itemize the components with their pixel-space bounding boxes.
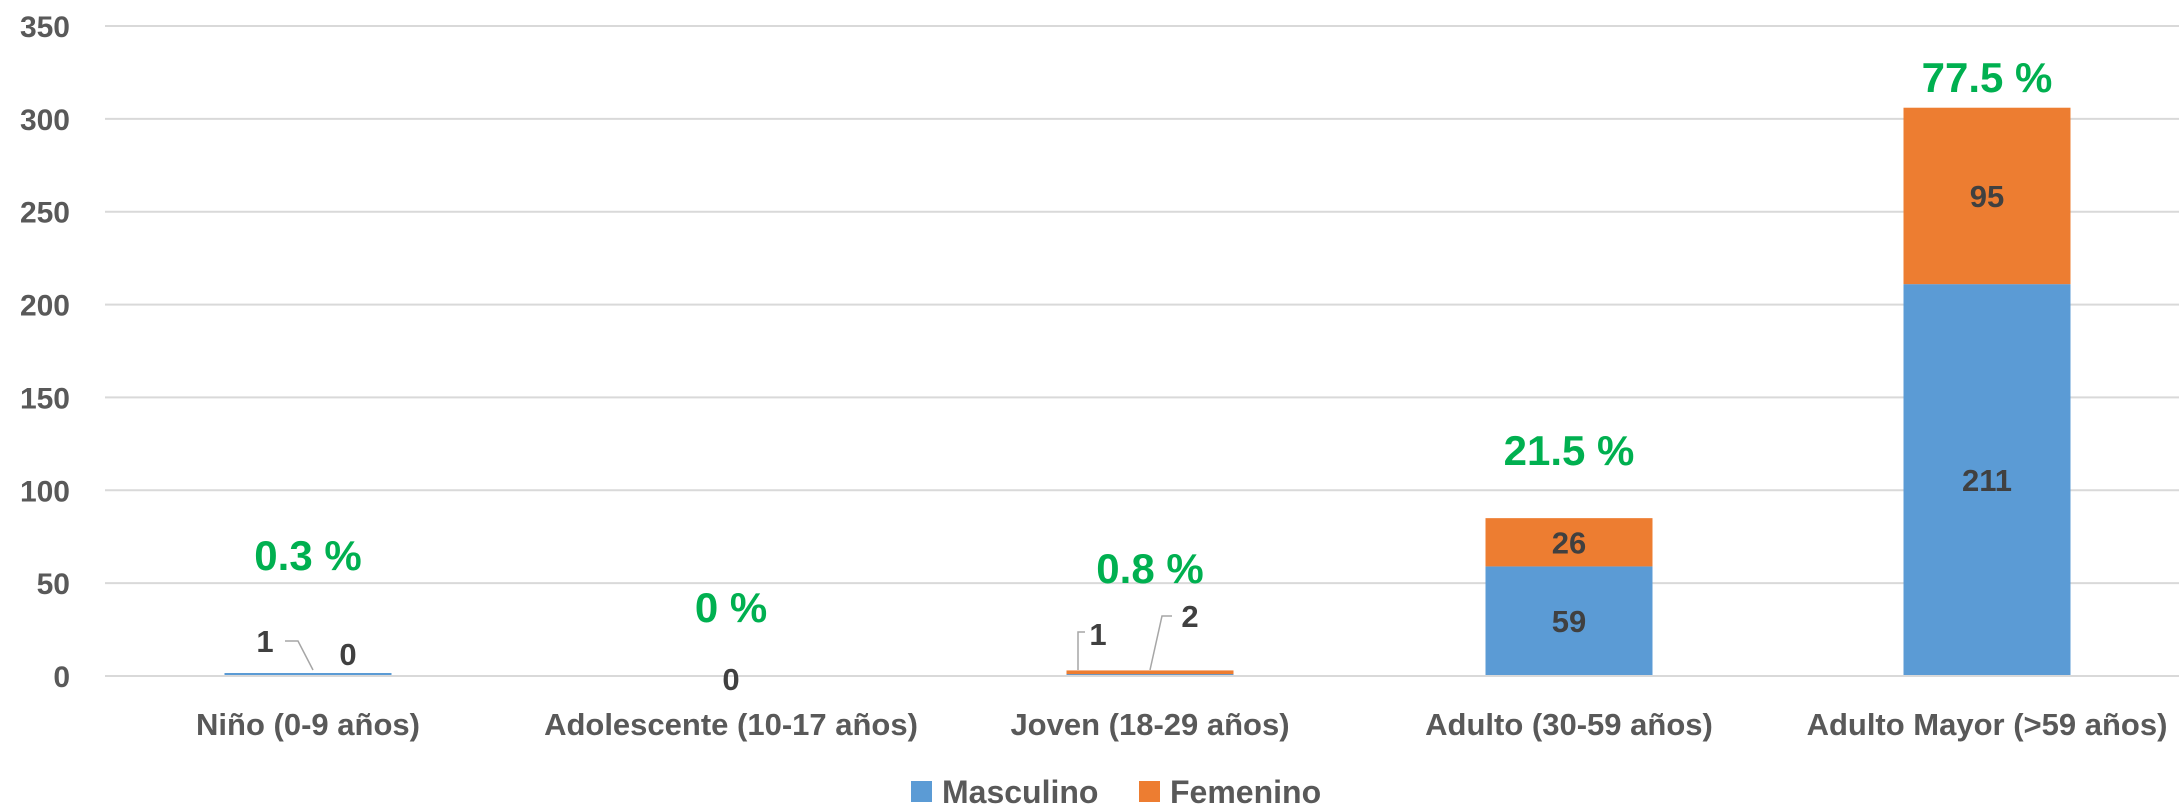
bar-masculino-0 — [224, 673, 392, 676]
x-tick-label-4: Adulto Mayor (>59 años) — [1807, 707, 2168, 742]
data-label-femenino-4: 95 — [1970, 179, 2004, 214]
x-axis-categories: Niño (0-9 años) Adolescente (10-17 años) J… — [196, 707, 2167, 742]
x-tick-label-1: Adolescente (10-17 años) — [544, 707, 918, 742]
y-axis-ticks: 0 50 100 150 200 250 300 350 — [20, 11, 70, 694]
data-label-femenino-2: 2 — [1181, 599, 1198, 634]
legend: Masculino Femenino — [911, 774, 1321, 807]
data-label-masculino-0: 1 — [256, 624, 273, 659]
data-label-masculino-2: 1 — [1089, 617, 1106, 652]
data-label-masculino-3: 59 — [1552, 604, 1586, 639]
data-label-femenino-0: 0 — [339, 637, 356, 672]
percent-label-3: 21.5 % — [1504, 427, 1635, 474]
y-tick-label-250: 250 — [20, 197, 70, 230]
x-tick-label-3: Adulto (30-59 años) — [1425, 707, 1713, 742]
leader-line-femenino-2 — [1149, 615, 1172, 671]
y-tick-label-150: 150 — [20, 382, 70, 415]
gridlines — [105, 25, 2179, 585]
y-tick-label-200: 200 — [20, 290, 70, 323]
x-tick-label-0: Niño (0-9 años) — [196, 707, 420, 742]
percent-label-1: 0 % — [695, 584, 767, 631]
bar-masculino-4 — [1903, 284, 2071, 676]
data-labels: 1 0 0 1 2 59 26 211 95 0.3 % 0 % 0.8 % 21.5 % 77.5 % — [254, 54, 2052, 697]
y-tick-label-100: 100 — [20, 475, 70, 508]
bar-masculino-3 — [1485, 566, 1653, 676]
legend-label-masculino: Masculino — [942, 774, 1098, 807]
legend-swatch-masculino — [911, 781, 932, 802]
bar-femenino-4 — [1903, 107, 2071, 285]
y-tick-label-300: 300 — [20, 104, 70, 137]
leader-line-masculino-0 — [285, 640, 314, 671]
legend-swatch-femenino — [1139, 781, 1160, 802]
percent-label-2: 0.8 % — [1096, 545, 1203, 592]
leader-line-masculino-2 — [1077, 631, 1085, 670]
legend-label-femenino: Femenino — [1170, 774, 1321, 807]
bar-masculino-2 — [1066, 673, 1234, 676]
bar-femenino-2 — [1066, 670, 1234, 675]
bars — [224, 107, 2071, 676]
bar-femenino-3 — [1485, 518, 1653, 567]
y-tick-label-350: 350 — [20, 11, 70, 44]
percent-label-0: 0.3 % — [254, 532, 361, 579]
data-label-masculino-1: 0 — [722, 662, 739, 697]
percent-label-4: 77.5 % — [1922, 54, 2053, 101]
y-tick-label-0: 0 — [53, 661, 70, 694]
data-label-masculino-4: 211 — [1962, 463, 2012, 498]
y-tick-label-50: 50 — [37, 568, 70, 601]
data-label-femenino-3: 26 — [1552, 525, 1586, 560]
x-tick-label-2: Joven (18-29 años) — [1010, 707, 1289, 742]
